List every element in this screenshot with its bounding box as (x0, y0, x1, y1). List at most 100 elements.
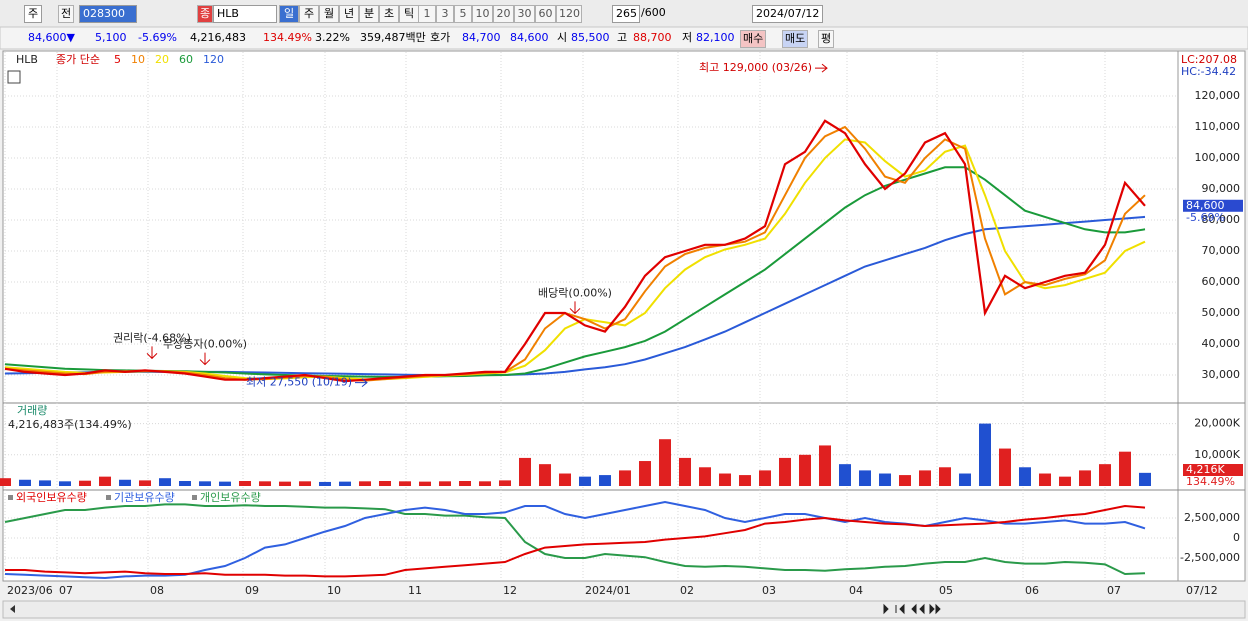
plot-bg (2, 50, 1179, 582)
interval-button[interactable]: 10 (472, 5, 493, 23)
quote-item: 134.49% (263, 31, 312, 44)
interval-button[interactable]: 60 (535, 5, 556, 23)
y-tick-label: 70,000 (1202, 244, 1241, 257)
volume-bar (459, 481, 471, 486)
volume-bar (739, 475, 751, 486)
current-volume-box (1183, 464, 1243, 476)
current-change-label: -5.69% (1186, 211, 1225, 224)
volume-bar (339, 481, 351, 486)
count-input[interactable]: 265 (612, 5, 640, 23)
quote-bg (0, 26, 1248, 50)
period-button[interactable]: 분 (359, 5, 379, 23)
volume-bar (999, 448, 1011, 486)
scroll-left[interactable] (10, 605, 15, 613)
y-tick-label: 10,000K (1194, 448, 1240, 461)
legend-swatch (192, 495, 197, 500)
legend-entry: 10 (131, 53, 145, 66)
volume-bar (559, 473, 571, 486)
legend-entry: 개인보유수량 (200, 491, 261, 504)
volume-bar (199, 481, 211, 486)
code-input[interactable]: 028300 (79, 5, 137, 23)
y-tick-label: 120,000 (1195, 89, 1241, 102)
series-line (5, 504, 1146, 578)
interval-button[interactable]: 5 (454, 5, 472, 23)
volume-bar (59, 481, 71, 486)
volume-bar (879, 473, 891, 486)
volume-bar (19, 479, 31, 486)
volume-bar (99, 476, 111, 486)
interval-button[interactable]: 3 (436, 5, 454, 23)
current-price-label: 84,600 (1186, 199, 1225, 212)
volume-bar (439, 481, 451, 486)
y-tick-label: 30,000 (1202, 368, 1241, 381)
period-button[interactable]: 주 (299, 5, 319, 23)
series-line (4, 125, 1146, 382)
order-button[interactable]: 매수 (740, 30, 767, 48)
legend-entry: 20 (155, 53, 169, 66)
name-input[interactable]: HLB (213, 5, 277, 23)
volume-bar (219, 481, 231, 486)
volume-bar (659, 439, 671, 486)
volume-bar (359, 481, 371, 486)
axis-bg (1177, 50, 1246, 582)
volume-bar (319, 481, 331, 486)
period-button[interactable]: 틱 (399, 5, 419, 23)
legend-entry: 60 (179, 53, 193, 66)
volume-bar (699, 467, 711, 486)
y-tick-label: 2,500,000 (1184, 511, 1240, 524)
order-button[interactable]: 매도 (782, 30, 809, 48)
y-tick-label: 80,000 (1202, 213, 1241, 226)
interval-button[interactable]: 30 (514, 5, 535, 23)
legend-entry: 외국인보유수량 (16, 491, 87, 504)
market-select[interactable]: 주 (24, 5, 43, 23)
volume-bar (379, 481, 391, 486)
y-tick-label: 20,000K (1194, 417, 1240, 430)
hc-label: HC:-34.42 (1181, 65, 1236, 78)
current-volume-label: 4,216K (1186, 463, 1225, 476)
legend-prefix: 종가 단순 (56, 53, 100, 66)
date-input[interactable]: 2024/07/12 (752, 5, 824, 23)
lc-label: LC:207.08 (1181, 53, 1237, 66)
y-tick-label: 50,000 (1202, 306, 1241, 319)
volume-bar (279, 481, 291, 486)
current-volume-ratio: 134.49% (1186, 475, 1235, 488)
interval-button[interactable]: 20 (493, 5, 514, 23)
quote-item: 359,487백만 (360, 31, 426, 44)
x-tick-label: 05 (939, 584, 953, 597)
volume-bar (679, 457, 691, 486)
x-tick-label: 02 (680, 584, 694, 597)
volume-bar (799, 454, 811, 486)
volume-bar (0, 478, 11, 486)
volume-bar (1059, 476, 1071, 486)
quote-item: 시 (557, 31, 568, 44)
period-button[interactable]: 년 (339, 5, 359, 23)
legend-entry: 120 (203, 53, 224, 66)
x-tick-label: 10 (327, 584, 341, 597)
scroll-controls[interactable] (883, 603, 941, 615)
order-button[interactable]: 평 (818, 30, 835, 48)
prev-button[interactable]: 전 (58, 5, 75, 23)
type-badge[interactable]: 종 (197, 5, 214, 23)
x-tick-label: 2023/06 (7, 584, 53, 597)
period-button[interactable]: 초 (379, 5, 399, 23)
scrollbar[interactable] (2, 600, 1246, 619)
period-button[interactable]: 월 (319, 5, 339, 23)
volume-bar (839, 464, 851, 486)
interval-button[interactable]: 120 (556, 5, 582, 23)
y-tick-label: 0 (1233, 531, 1240, 544)
x-tick-label: 12 (503, 584, 517, 597)
quote-item: 82,100 (696, 31, 735, 44)
event-arrow (569, 301, 581, 315)
quote-item: -5.69% (138, 31, 177, 44)
x-tick-label: 07 (1107, 584, 1121, 597)
period-button[interactable]: 일 (279, 5, 299, 23)
interval-button[interactable]: 1 (418, 5, 436, 23)
panel-title: HLB (16, 53, 38, 66)
volume-bar (1039, 473, 1051, 486)
low-label: 최저 27,550 (10/19) (246, 376, 352, 389)
panel-subtitle: 4,216,483주(134.49%) (8, 418, 132, 431)
table-icon[interactable] (7, 70, 21, 84)
volume-bar (399, 481, 411, 486)
high-label: 최고 129,000 (03/26) (699, 61, 812, 74)
